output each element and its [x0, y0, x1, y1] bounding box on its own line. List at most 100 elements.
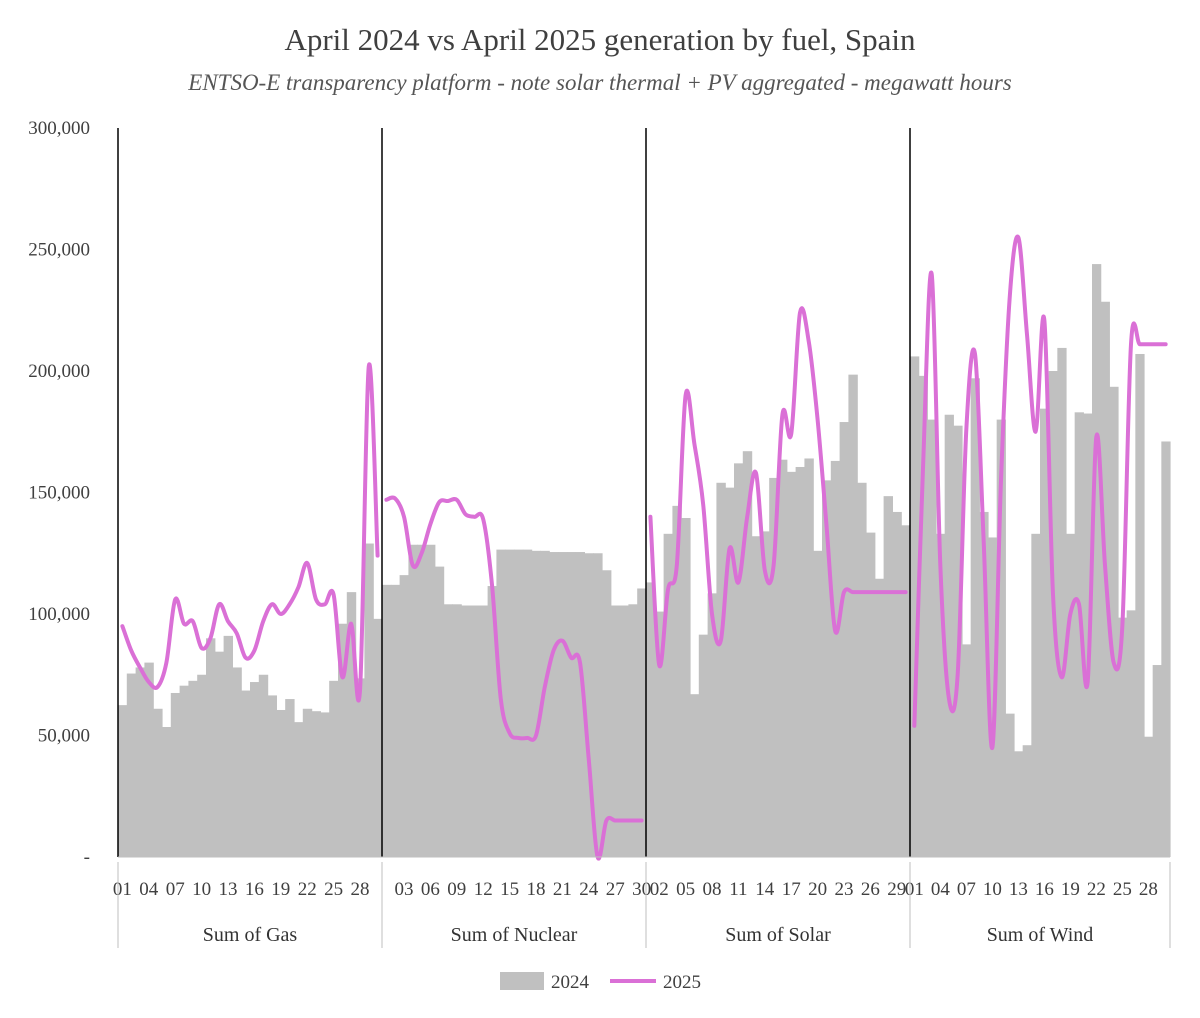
bar-2024 [522, 549, 533, 857]
x-tick-label: 10 [192, 879, 211, 900]
bar-2024 [672, 505, 682, 857]
bar-2024 [769, 477, 779, 857]
bar-2024 [179, 685, 189, 857]
bar-2024 [944, 414, 954, 857]
legend: 2024 2025 [500, 972, 701, 993]
bar-2024 [725, 487, 735, 857]
bar-2024 [135, 667, 145, 857]
bar-2024 [866, 532, 876, 857]
bar-2024 [988, 537, 998, 857]
bar-2024 [258, 674, 269, 857]
bar-2024 [698, 634, 709, 857]
bar-2024 [1152, 665, 1162, 857]
bar-2024 [734, 463, 744, 857]
x-tick-label: 22 [298, 879, 317, 900]
bar-2024 [1031, 533, 1041, 857]
bar-2024 [883, 496, 893, 857]
bar-2024 [584, 553, 594, 857]
bar-2024 [118, 705, 128, 857]
x-tick-label: 04 [139, 879, 159, 900]
bar-2024 [188, 680, 198, 857]
bar-2024 [628, 604, 638, 857]
x-tick-label: 09 [447, 879, 466, 900]
bar-2024 [1074, 412, 1084, 857]
x-axis: 01 04 07 10 13 16 19 22 25 28 Sum of Gas 03 06 09 12 15… [113, 856, 1171, 948]
bar-2024 [153, 708, 163, 857]
bar-2024 [901, 525, 911, 857]
bar-2024 [778, 459, 788, 857]
x-tick-label: 30 [632, 879, 651, 900]
bar-2024 [470, 605, 480, 857]
bar-2024 [223, 635, 233, 857]
chart-title: April 2024 vs April 2025 generation by f… [284, 22, 916, 57]
x-tick-label: 20 [808, 879, 827, 900]
bar-2024 [1161, 441, 1171, 857]
bar-2024 [857, 482, 867, 857]
y-tick-label: 100,000 [28, 604, 90, 625]
x-tick-label: 15 [500, 879, 519, 900]
bar-2024 [742, 451, 753, 857]
legend-swatch-2024 [500, 972, 544, 990]
bar-2024 [382, 584, 392, 857]
line-2025 [912, 234, 1168, 750]
legend-label-2025: 2025 [663, 972, 701, 993]
bar-2024 [558, 552, 568, 857]
bar-2024 [830, 460, 841, 857]
category-label: Sum of Solar [725, 924, 831, 946]
bar-2024 [373, 618, 383, 857]
category-label: Sum of Wind [987, 924, 1094, 946]
bar-2024 [241, 690, 251, 857]
bar-2024 [417, 544, 427, 857]
bar-2024 [602, 570, 612, 857]
bar-2024 [250, 682, 260, 857]
bar-2024 [197, 674, 207, 857]
y-tick-label: - [84, 847, 90, 868]
bar-2024 [302, 708, 313, 857]
x-tick-label: 24 [579, 879, 599, 900]
bar-2024 [637, 588, 647, 857]
x-tick-label: 28 [351, 879, 370, 900]
x-tick-label: 18 [527, 879, 546, 900]
line-2025 [120, 362, 380, 703]
x-tick-label: 04 [931, 879, 951, 900]
x-tick-label: 16 [1035, 879, 1054, 900]
bar-2024 [979, 511, 989, 857]
x-tick-label: 13 [1009, 879, 1028, 900]
bar-2024 [795, 466, 805, 857]
legend-label-2024: 2024 [551, 972, 590, 993]
bar-2024 [663, 533, 673, 857]
bar-2024 [1014, 751, 1024, 857]
bar-2024 [276, 709, 286, 857]
bar-2024 [996, 419, 1006, 857]
bar-2024 [892, 511, 902, 857]
bar-2024 [531, 550, 541, 857]
bar-2024 [144, 662, 154, 857]
x-tick-label: 07 [166, 879, 185, 900]
bar-2024 [1092, 264, 1102, 858]
bar-2024 [311, 711, 321, 857]
bar-2024 [593, 553, 603, 857]
bar-2024 [285, 699, 295, 857]
x-tick-label: 17 [782, 879, 801, 900]
x-tick-label: 29 [887, 879, 906, 900]
bar-2024 [927, 419, 937, 857]
bar-2024 [355, 678, 365, 857]
bar-2024 [962, 644, 972, 857]
bar-2024 [848, 374, 858, 857]
bar-2024 [434, 566, 445, 857]
bar-2024 [786, 471, 797, 857]
bar-2024 [214, 651, 225, 857]
bar-2024 [804, 458, 814, 857]
bar-2024 [329, 680, 339, 857]
bar-2024 [232, 667, 242, 857]
bar-2024 [1040, 408, 1050, 857]
x-tick-label: 19 [1061, 879, 1080, 900]
bar-2024 [918, 375, 928, 857]
bar-2024 [970, 378, 980, 857]
x-tick-label: 01 [113, 879, 132, 900]
bars-2024 [118, 264, 1171, 858]
y-tick-label: 300,000 [28, 118, 90, 139]
x-tick-label: 14 [755, 879, 775, 900]
y-tick-label: 50,000 [38, 726, 90, 747]
